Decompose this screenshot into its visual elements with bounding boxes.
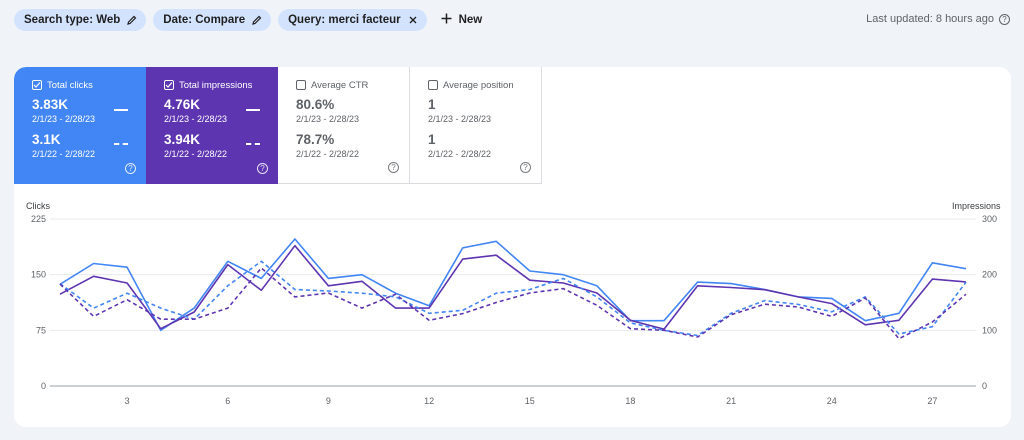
y-right-tick-label: 300: [982, 214, 997, 224]
y-left-tick-label: 150: [31, 270, 46, 280]
last-updated-text: Last updated: 8 hours ago: [866, 13, 994, 25]
y-axis-right-title: Impressions: [952, 201, 1001, 211]
metric-value-current: 80.6%: [296, 97, 335, 112]
y-right-tick-label: 100: [982, 325, 997, 335]
metric-value-previous: 1: [428, 132, 436, 147]
metric-value-current: 1: [428, 97, 436, 112]
y-left-tick-label: 225: [31, 214, 46, 224]
average-ctr-tile[interactable]: Average CTR 80.6% 2/1/23 - 2/28/23 78.7%…: [278, 67, 410, 184]
query-filter-label: Query: merci facteur: [288, 14, 401, 26]
solid-line-legend-icon: [246, 109, 260, 111]
help-icon[interactable]: ?: [257, 163, 268, 174]
metric-value-previous: 3.94K: [164, 132, 201, 147]
impressions-dashed-series-line: [59, 267, 967, 340]
x-tick-label: 24: [827, 396, 837, 406]
performance-card: Total clicks 3.83K 2/1/23 - 2/28/23 3.1K…: [14, 67, 1011, 427]
metric-range-current: 2/1/23 - 2/28/23: [428, 114, 492, 124]
metric-range-previous: 2/1/22 - 2/28/22: [32, 149, 96, 159]
edit-icon[interactable]: [126, 14, 138, 26]
metric-value-previous: 3.1K: [32, 132, 61, 147]
close-icon[interactable]: [407, 14, 419, 26]
x-tick-label: 9: [326, 396, 331, 406]
impressions-solid-series-line: [59, 244, 967, 330]
x-tick-label: 27: [927, 396, 937, 406]
total-impressions-tile[interactable]: Total impressions 4.76K 2/1/23 - 2/28/23…: [146, 67, 278, 184]
x-tick-label: 15: [525, 396, 535, 406]
metric-range-previous: 2/1/22 - 2/28/22: [296, 149, 360, 159]
dashed-line-legend-icon: [246, 143, 260, 145]
x-tick-label: 12: [424, 396, 434, 406]
performance-chart: Clicks Impressions 0 75 150 225 0 100 200 300 3 6…: [14, 197, 1011, 427]
chart-svg[interactable]: 0 75 150 225 0 100 200 300 3 6 9 12 15 18 21 24 27: [14, 197, 1011, 427]
metric-label: Total impressions: [179, 79, 253, 91]
checkbox-checked-icon[interactable]: [32, 80, 42, 90]
last-updated: Last updated: 8 hours ago ?: [866, 13, 1010, 25]
metric-range-current: 2/1/23 - 2/28/23: [164, 114, 228, 124]
help-icon[interactable]: ?: [388, 162, 399, 173]
dashed-line-legend-icon: [114, 143, 128, 145]
y-axis-left-title: Clicks: [26, 201, 50, 211]
y-right-tick-label: 200: [982, 270, 997, 280]
metric-range-previous: 2/1/22 - 2/28/22: [428, 149, 492, 159]
metric-tiles: Total clicks 3.83K 2/1/23 - 2/28/23 3.1K…: [14, 67, 542, 184]
x-tick-label: 18: [625, 396, 635, 406]
x-tick-label: 6: [225, 396, 230, 406]
filter-bar: Search type: Web Date: Compare Query: me…: [14, 9, 482, 31]
solid-line-legend-icon: [114, 109, 128, 111]
y-left-tick-label: 75: [36, 325, 46, 335]
new-filter-button[interactable]: New: [440, 12, 483, 28]
search-type-filter-chip[interactable]: Search type: Web: [14, 9, 147, 31]
new-filter-label: New: [458, 14, 483, 26]
metric-range-current: 2/1/23 - 2/28/23: [296, 114, 360, 124]
y-left-tick-label: 0: [41, 381, 46, 391]
metric-label: Average CTR: [311, 79, 369, 91]
help-icon[interactable]: ?: [125, 163, 136, 174]
metric-range-previous: 2/1/22 - 2/28/22: [164, 149, 228, 159]
y-right-tick-label: 0: [982, 381, 987, 391]
help-icon[interactable]: ?: [999, 13, 1010, 25]
metric-label: Average position: [443, 79, 514, 91]
checkbox-unchecked-icon[interactable]: [428, 80, 438, 90]
metric-range-current: 2/1/23 - 2/28/23: [32, 114, 96, 124]
help-icon[interactable]: ?: [520, 162, 531, 173]
date-filter-chip[interactable]: Date: Compare: [153, 9, 272, 31]
edit-icon[interactable]: [251, 14, 263, 26]
checkbox-unchecked-icon[interactable]: [296, 80, 306, 90]
metric-value-current: 4.76K: [164, 97, 201, 112]
search-type-filter-label: Search type: Web: [24, 14, 121, 26]
date-filter-label: Date: Compare: [163, 14, 246, 26]
average-position-tile[interactable]: Average position 1 2/1/23 - 2/28/23 1 2/…: [410, 67, 542, 184]
checkbox-checked-icon[interactable]: [164, 80, 174, 90]
total-clicks-tile[interactable]: Total clicks 3.83K 2/1/23 - 2/28/23 3.1K…: [14, 67, 146, 184]
metric-value-previous: 78.7%: [296, 132, 335, 147]
clicks-solid-series-line: [59, 238, 967, 332]
query-filter-chip[interactable]: Query: merci facteur: [278, 9, 427, 31]
plus-icon: [440, 12, 453, 28]
metric-value-current: 3.83K: [32, 97, 69, 112]
x-tick-label: 21: [726, 396, 736, 406]
metric-label: Total clicks: [47, 79, 93, 91]
x-tick-label: 3: [125, 396, 130, 406]
